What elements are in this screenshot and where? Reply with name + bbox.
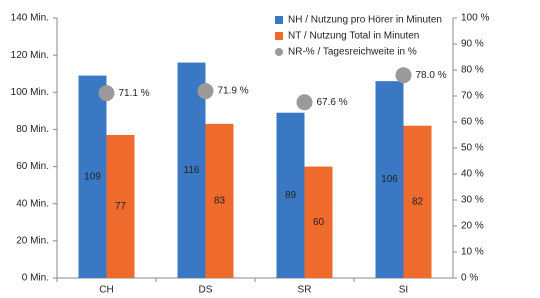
y2-tick-label: 70 % [461, 91, 484, 102]
bar [177, 62, 206, 279]
legend-label: NH / Nutzung pro Hörer in Minuten [288, 15, 442, 26]
legend-label: NT / Nutzung Total in Minuten [288, 31, 419, 42]
bar-label: 77 [115, 201, 127, 212]
x-tick-label: SR [298, 285, 312, 296]
y-tick-label: 100 Min. [11, 87, 49, 98]
bar [78, 75, 107, 278]
bar [375, 81, 404, 279]
y-tick-label: 60 Min. [16, 161, 49, 172]
x-tick-label: CH [99, 285, 113, 296]
bar [403, 125, 432, 278]
bar-label: 116 [184, 165, 200, 176]
y-tick-label: 20 Min. [16, 235, 49, 246]
legend-marker [275, 32, 283, 40]
y2-tick-label: 10 % [461, 247, 484, 258]
point-label: 78.0 % [416, 70, 447, 81]
bar-label: 109 [84, 171, 101, 182]
bar-label: 89 [285, 190, 297, 201]
y2-tick-label: 0 % [461, 273, 478, 284]
bar-label: 106 [381, 174, 398, 185]
bar-label: 82 [412, 196, 424, 207]
bar-label: 60 [313, 217, 325, 228]
y2-tick-label: 60 % [461, 117, 484, 128]
bar [276, 112, 305, 278]
legend-label: NR-% / Tagesreichweite in % [288, 47, 417, 58]
legend-marker [275, 16, 283, 24]
bar [205, 123, 234, 278]
bar [304, 166, 333, 278]
point-label: 71.9 % [218, 86, 249, 97]
bar-label: 83 [214, 196, 226, 207]
y2-tick-label: 90 % [461, 39, 484, 50]
point [395, 67, 412, 84]
point [98, 85, 115, 102]
y2-tick-label: 20 % [461, 221, 484, 232]
y2-tick-label: 30 % [461, 195, 484, 206]
y2-tick-label: 40 % [461, 169, 484, 180]
bar [106, 135, 135, 278]
y-tick-label: 140 Min. [11, 13, 49, 24]
x-tick-label: SI [399, 285, 408, 296]
y-tick-label: 120 Min. [11, 50, 49, 61]
y-tick-label: 0 Min. [22, 273, 49, 284]
point-label: 71.1 % [119, 88, 150, 99]
legend-marker [275, 48, 283, 56]
y-tick-label: 40 Min. [16, 198, 49, 209]
point [296, 94, 313, 111]
y-tick-label: 80 Min. [16, 124, 49, 135]
point-label: 67.6 % [317, 97, 348, 108]
point [197, 83, 214, 100]
y2-tick-label: 50 % [461, 143, 484, 154]
y2-tick-label: 100 % [461, 13, 489, 24]
x-tick-label: DS [199, 285, 213, 296]
y2-tick-label: 80 % [461, 65, 484, 76]
